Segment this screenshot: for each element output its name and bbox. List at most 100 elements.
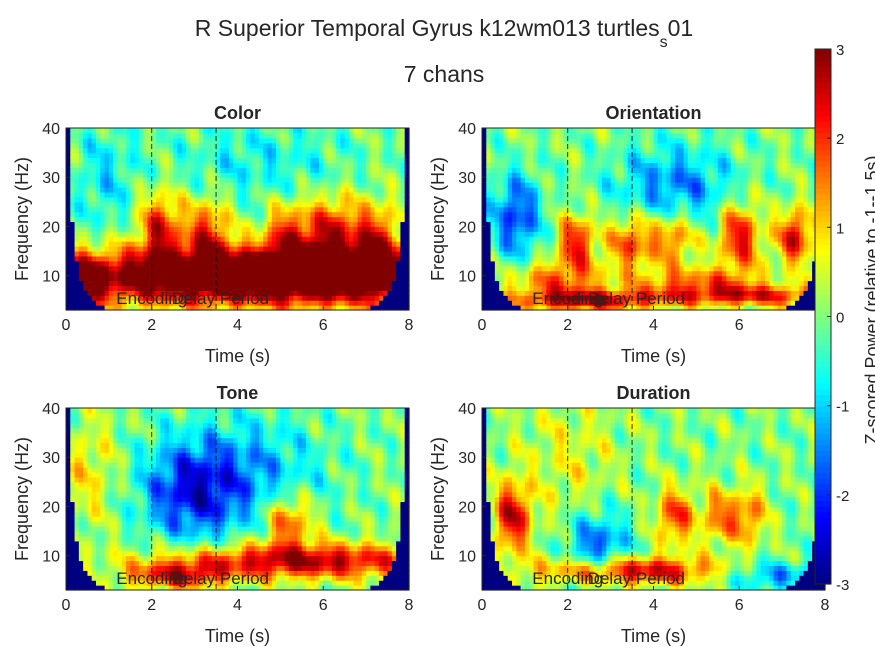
heatmap-cell: [490, 295, 496, 301]
heatmap-cell: [353, 142, 359, 149]
heatmap-cell: [267, 172, 273, 178]
heatmap-cell: [550, 226, 556, 232]
heatmap-cell: [108, 187, 114, 193]
heatmap-cell: [666, 211, 672, 218]
heatmap-cell: [288, 295, 294, 301]
heatmap-cell: [370, 167, 376, 173]
heatmap-cell: [143, 201, 149, 208]
heatmap-cell: [250, 221, 256, 227]
heatmap-cell: [597, 255, 603, 262]
heatmap-cell: [186, 295, 191, 301]
heatmap-cell: [108, 300, 114, 306]
heatmap-cell: [276, 187, 281, 193]
heatmap-cell: [134, 285, 140, 291]
heatmap-cell: [130, 216, 136, 223]
heatmap-cell: [83, 290, 89, 296]
heatmap-cell: [254, 285, 260, 291]
heatmap-cell: [636, 300, 642, 306]
heatmap-cell: [181, 187, 187, 193]
heatmap-cell: [228, 142, 234, 149]
heatmap-cell: [357, 305, 363, 311]
heatmap-cell: [683, 305, 689, 311]
heatmap-cell: [108, 167, 114, 173]
heatmap-cell: [619, 260, 625, 267]
heatmap-cell: [104, 187, 110, 193]
heatmap-cell: [687, 216, 693, 223]
heatmap-cell: [237, 236, 243, 242]
heatmap-cell: [228, 290, 234, 296]
heatmap-cell: [610, 255, 616, 262]
heatmap-cell: [340, 177, 346, 183]
heatmap-cell: [636, 285, 642, 291]
heatmap-cell: [679, 255, 685, 262]
heatmap-cell: [340, 241, 346, 247]
heatmap-cell: [263, 285, 269, 291]
heatmap-cell: [276, 152, 281, 159]
heatmap-cell: [546, 285, 552, 291]
heatmap-cell: [357, 172, 363, 178]
heatmap-cell: [550, 177, 556, 183]
heatmap-cell: [644, 172, 650, 178]
heatmap-cell: [267, 221, 273, 227]
heatmap-cell: [190, 241, 196, 247]
heatmap-cell: [529, 246, 535, 252]
heatmap-cell: [396, 142, 402, 149]
heatmap-cell: [503, 128, 509, 134]
heatmap-cell: [233, 300, 239, 306]
heatmap-cell: [156, 295, 161, 301]
heatmap-cell: [323, 280, 329, 287]
heatmap-cell: [267, 128, 273, 134]
heatmap-cell: [241, 196, 247, 203]
heatmap-cell: [194, 280, 200, 287]
heatmap-cell: [353, 216, 359, 223]
heatmap-cell: [117, 290, 123, 296]
heatmap-cell: [606, 295, 612, 301]
heatmap-cell: [653, 300, 659, 306]
heatmap-cell: [293, 187, 299, 193]
heatmap-cell: [666, 177, 672, 183]
heatmap-cell: [263, 187, 269, 193]
heatmap-cell: [254, 226, 260, 232]
heatmap-cell: [610, 241, 616, 247]
heatmap-cell: [216, 132, 221, 139]
heatmap-cell: [692, 305, 697, 311]
heatmap-cell: [331, 280, 337, 287]
heatmap-cell: [580, 201, 586, 208]
heatmap-cell: [211, 255, 217, 262]
heatmap-cell: [507, 285, 513, 291]
heatmap-cell: [554, 221, 560, 227]
heatmap-cell: [327, 226, 333, 232]
heatmap-cell: [246, 290, 251, 296]
heatmap-cell: [666, 280, 672, 287]
heatmap-cell: [331, 142, 337, 149]
heatmap-cell: [220, 201, 226, 208]
heatmap-cell: [542, 152, 547, 159]
heatmap-cell: [537, 147, 543, 154]
heatmap-cell: [250, 305, 256, 311]
heatmap-cell: [670, 191, 676, 198]
heatmap-cell: [632, 295, 637, 301]
heatmap-cell: [344, 152, 350, 159]
heatmap-cell: [709, 201, 715, 208]
heatmap-cell: [520, 167, 526, 173]
heatmap-cell: [207, 132, 213, 139]
heatmap-cell: [87, 265, 93, 272]
heatmap-cell: [507, 250, 513, 257]
heatmap-cell: [378, 221, 384, 227]
heatmap-cell: [348, 142, 354, 149]
heatmap-cell: [361, 177, 367, 183]
heatmap-cell: [151, 177, 157, 183]
heatmap-cell: [383, 147, 389, 154]
heatmap-cell: [138, 231, 144, 237]
heatmap-cell: [662, 255, 667, 262]
heatmap-cell: [164, 177, 170, 183]
heatmap-cell: [198, 162, 204, 168]
heatmap-cell: [250, 290, 256, 296]
heatmap-cell: [117, 260, 123, 267]
heatmap-cell: [614, 290, 620, 296]
heatmap-cell: [374, 275, 380, 282]
heatmap-cell: [644, 142, 650, 149]
heatmap-cell: [224, 285, 230, 291]
heatmap-cell: [683, 221, 689, 227]
heatmap-cell: [550, 241, 556, 247]
